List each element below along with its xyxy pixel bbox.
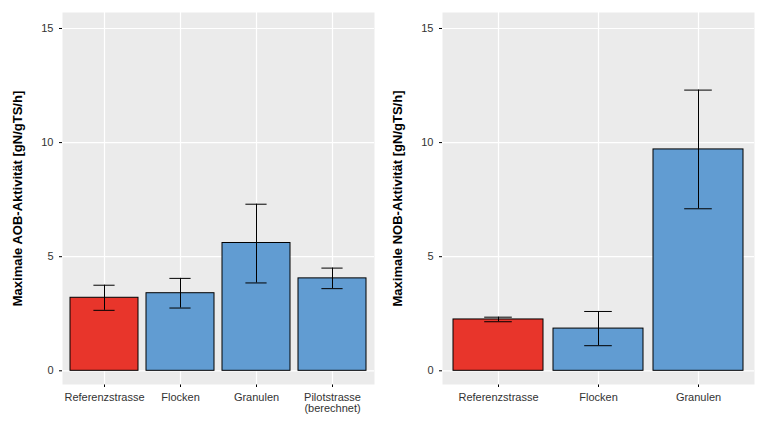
svg-text:0: 0 bbox=[47, 364, 53, 376]
svg-text:Flocken: Flocken bbox=[161, 391, 200, 403]
svg-text:Flocken: Flocken bbox=[579, 391, 618, 403]
svg-text:Referenzstrasse: Referenzstrasse bbox=[64, 391, 144, 403]
svg-text:15: 15 bbox=[421, 22, 433, 34]
svg-text:5: 5 bbox=[47, 250, 53, 262]
svg-text:0: 0 bbox=[427, 364, 433, 376]
svg-text:Maximale NOB-Aktivität [gN/gTS: Maximale NOB-Aktivität [gN/gTS/h] bbox=[390, 91, 405, 307]
svg-text:Granulen: Granulen bbox=[234, 391, 279, 403]
svg-text:Granulen: Granulen bbox=[676, 391, 721, 403]
svg-text:10: 10 bbox=[41, 136, 53, 148]
svg-text:5: 5 bbox=[427, 250, 433, 262]
svg-text:Maximale AOB-Aktivität [gN/gTS: Maximale AOB-Aktivität [gN/gTS/h] bbox=[10, 91, 25, 306]
svg-text:Referenzstrasse: Referenzstrasse bbox=[458, 391, 538, 403]
svg-text:15: 15 bbox=[41, 22, 53, 34]
svg-text:Pilotstrasse(berechnet): Pilotstrasse(berechnet) bbox=[304, 391, 361, 414]
svg-text:10: 10 bbox=[421, 136, 433, 148]
